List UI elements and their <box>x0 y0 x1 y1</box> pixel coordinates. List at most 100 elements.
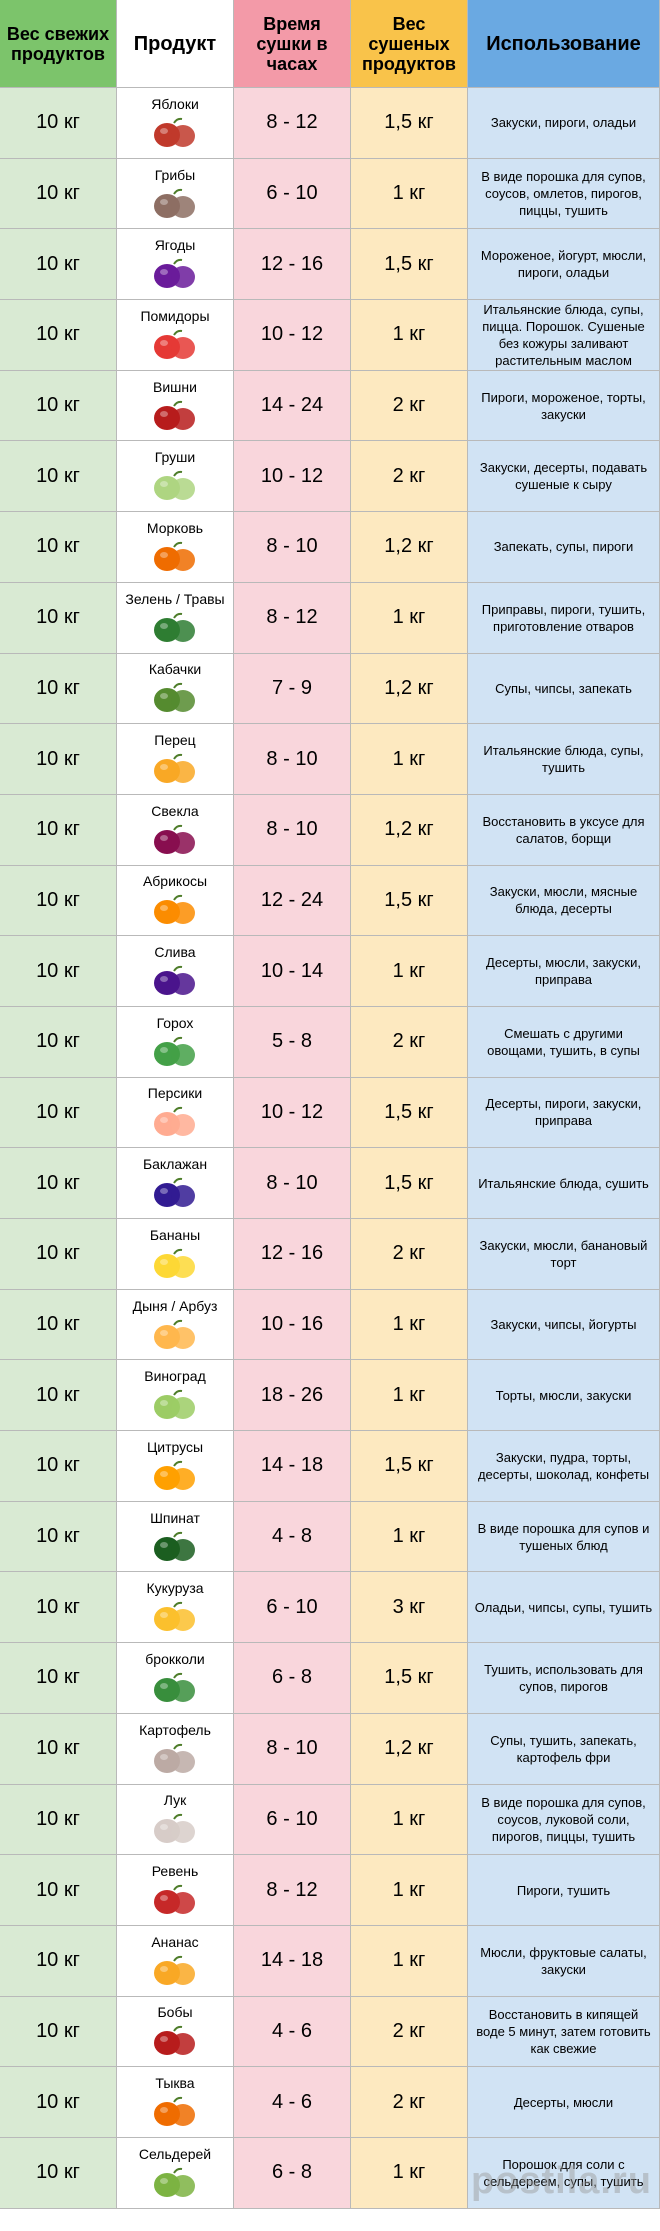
usage-cell: Тушить, использовать для супов, пирогов <box>468 1643 660 1714</box>
usage-cell: Восстановить в кипящей воде 5 минут, зат… <box>468 1996 660 2068</box>
product-name: Цитрусы <box>146 1438 204 1455</box>
peach-icon <box>143 1105 207 1139</box>
usage-cell: Оладьи, чипсы, супы, тушить <box>468 1572 660 1644</box>
dried-weight-cell: 1 кг <box>351 1289 468 1361</box>
beans-icon <box>143 2024 207 2058</box>
fresh-weight-cell: 10 кг <box>0 724 117 795</box>
usage-cell: Торты, мюсли, закуски <box>468 1360 660 1432</box>
product-name: Грибы <box>154 166 196 183</box>
table-row: 10 кг Зелень / Травы 8 - 12 1 кг Приправы, п… <box>0 582 660 654</box>
pineapple-icon <box>143 1954 207 1988</box>
usage-cell: Закуски, мюсли, мясные блюда, десерты <box>468 865 660 937</box>
table-row: 10 кг Ягоды 12 - 16 1,5 кг Мороженое, йогурт… <box>0 229 660 301</box>
fresh-weight-cell: 10 кг <box>0 1925 117 1997</box>
product-cell: Кабачки <box>117 653 234 725</box>
fresh-weight-cell: 10 кг <box>0 1643 117 1714</box>
drying-time-cell: 6 - 10 <box>234 1572 351 1644</box>
table-row: 10 кг Морковь 8 - 10 1,2 кг Запекать, супы, … <box>0 512 660 583</box>
usage-cell: Десерты, мюсли <box>468 2067 660 2138</box>
fresh-weight-cell: 10 кг <box>0 794 117 866</box>
dried-weight-cell: 2 кг <box>351 1996 468 2068</box>
dried-weight-cell: 1 кг <box>351 936 468 1007</box>
drying-time-cell: 8 - 10 <box>234 512 351 583</box>
drying-time-cell: 6 - 8 <box>234 1643 351 1714</box>
fresh-weight-cell: 10 кг <box>0 441 117 513</box>
fresh-weight-cell: 10 кг <box>0 370 117 442</box>
fresh-weight-cell: 10 кг <box>0 1148 117 1219</box>
product-cell: Ревень <box>117 1855 234 1926</box>
table-row: 10 кг Вишни 14 - 24 2 кг Пироги, мороженое, … <box>0 370 660 442</box>
product-cell: Абрикосы <box>117 865 234 937</box>
fresh-weight-cell: 10 кг <box>0 1431 117 1502</box>
dried-weight-cell: 1 кг <box>351 158 468 230</box>
pepper-icon <box>143 752 207 786</box>
table-row: 10 кг Помидоры 10 - 12 1 кг Итальянские блюд… <box>0 300 660 371</box>
usage-cell: Пироги, тушить <box>468 1855 660 1926</box>
product-name: Персики <box>147 1085 203 1102</box>
drying-time-cell: 10 - 12 <box>234 1077 351 1149</box>
product-cell: Виноград <box>117 1360 234 1432</box>
dried-weight-cell: 1,5 кг <box>351 1148 468 1219</box>
dried-weight-cell: 1 кг <box>351 1501 468 1573</box>
product-name: Шпинат <box>150 1509 200 1526</box>
usage-cell: Смешать с другими овощами, тушить, в суп… <box>468 1006 660 1078</box>
product-cell: Грибы <box>117 158 234 230</box>
product-name: Кабачки <box>148 661 202 678</box>
product-cell: Баклажан <box>117 1148 234 1219</box>
product-name: Тыква <box>155 2075 195 2092</box>
product-cell: Ананас <box>117 1925 234 1997</box>
product-name: Вишни <box>153 378 197 395</box>
product-cell: Шпинат <box>117 1501 234 1573</box>
drying-time-cell: 8 - 10 <box>234 1148 351 1219</box>
product-cell: Морковь <box>117 512 234 583</box>
product-cell: Вишни <box>117 370 234 442</box>
peas-icon <box>143 1035 207 1069</box>
fresh-weight-cell: 10 кг <box>0 1784 117 1856</box>
product-name: брокколи <box>145 1650 205 1667</box>
fresh-weight-cell: 10 кг <box>0 158 117 230</box>
product-name: Картофель <box>139 1721 211 1738</box>
dried-weight-cell: 1 кг <box>351 1360 468 1432</box>
dried-weight-cell: 1,2 кг <box>351 512 468 583</box>
dried-weight-cell: 1 кг <box>351 2137 468 2209</box>
table-row: 10 кг Бананы 12 - 16 2 кг Закуски, мюсли, ба… <box>0 1219 660 1290</box>
product-name: Виноград <box>144 1368 206 1385</box>
product-cell: Бобы <box>117 1996 234 2068</box>
product-name: Бананы <box>149 1226 201 1243</box>
beet-icon <box>143 823 207 857</box>
fresh-weight-cell: 10 кг <box>0 88 117 159</box>
table-row: 10 кг Картофель 8 - 10 1,2 кг Супы, тушить, … <box>0 1713 660 1785</box>
drying-time-cell: 8 - 10 <box>234 724 351 795</box>
product-name: Свекла <box>151 802 199 819</box>
drying-time-cell: 8 - 12 <box>234 582 351 654</box>
usage-cell: Пироги, мороженое, торты, закуски <box>468 370 660 442</box>
banana-icon <box>143 1247 207 1281</box>
product-cell: Ягоды <box>117 229 234 301</box>
dried-weight-cell: 2 кг <box>351 1006 468 1078</box>
drying-time-cell: 4 - 6 <box>234 2067 351 2138</box>
rhubarb-icon <box>143 1883 207 1917</box>
usage-cell: Супы, тушить, запекать, картофель фри <box>468 1713 660 1785</box>
apricot-icon <box>143 893 207 927</box>
table-body: 10 кг Яблоки 8 - 12 1,5 кг Закуски, пироги, … <box>0 88 660 2209</box>
drying-time-cell: 10 - 16 <box>234 1289 351 1361</box>
header-drying-time: Время сушки в часах <box>234 0 351 88</box>
product-cell: Персики <box>117 1077 234 1149</box>
product-name: Кукуруза <box>146 1580 204 1597</box>
dried-weight-cell: 3 кг <box>351 1572 468 1644</box>
product-cell: Яблоки <box>117 88 234 159</box>
header-usage: Использование <box>468 0 660 88</box>
product-name: Ревень <box>151 1863 199 1880</box>
fresh-weight-cell: 10 кг <box>0 1077 117 1149</box>
fresh-weight-cell: 10 кг <box>0 1006 117 1078</box>
header-fresh-weight: Вес свежих продуктов <box>0 0 117 88</box>
drying-time-cell: 12 - 16 <box>234 229 351 301</box>
pear-icon <box>143 469 207 503</box>
table-row: 10 кг брокколи 6 - 8 1,5 кг Тушить, использо… <box>0 1643 660 1714</box>
table-row: 10 кг Грибы 6 - 10 1 кг В виде порошка для с… <box>0 158 660 230</box>
usage-cell: В виде порошка для супов, соусов, луково… <box>468 1784 660 1856</box>
product-name: Помидоры <box>140 307 210 324</box>
dried-weight-cell: 1,5 кг <box>351 1431 468 1502</box>
usage-cell: Закуски, десерты, подавать сушеные к сыр… <box>468 441 660 513</box>
